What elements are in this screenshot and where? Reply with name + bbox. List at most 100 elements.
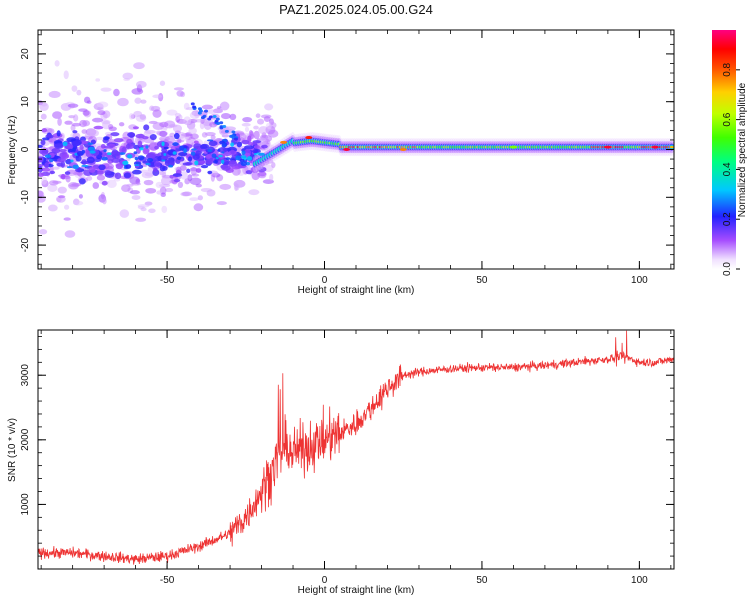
heatmap-cell xyxy=(44,154,52,158)
heatmap-cell xyxy=(145,187,157,194)
spectrogram-heatmap xyxy=(38,60,674,238)
heatmap-cell xyxy=(651,145,659,149)
heatmap-cell xyxy=(86,156,95,164)
heatmap-cell xyxy=(51,147,61,154)
heatmap-cell xyxy=(134,156,139,161)
colorbar-tick-label: 0.0 xyxy=(722,262,733,276)
heatmap-cell xyxy=(247,142,255,146)
heatmap-cell xyxy=(215,117,220,121)
heatmap-cell xyxy=(190,166,197,176)
heatmap-cell xyxy=(176,156,182,161)
heatmap-cell xyxy=(222,124,227,128)
x-tick-label: -50 xyxy=(160,575,175,586)
heatmap-cell xyxy=(118,122,125,127)
heatmap-cell xyxy=(164,159,175,167)
heatmap-cell xyxy=(236,141,243,148)
heatmap-cell xyxy=(126,154,133,159)
heatmap-cell xyxy=(161,159,166,162)
heatmap-cell xyxy=(193,203,204,212)
heatmap-cell xyxy=(42,137,50,141)
heatmap-cell xyxy=(216,201,227,206)
heatmap-cell xyxy=(142,147,150,155)
heatmap-cell xyxy=(100,87,112,92)
heatmap-cell xyxy=(40,167,51,172)
heatmap-cell xyxy=(245,170,253,175)
heatmap-cell xyxy=(200,165,209,169)
heatmap-cell xyxy=(159,165,166,172)
heatmap-cell xyxy=(64,120,73,125)
heatmap-cell xyxy=(258,171,267,177)
heatmap-cell xyxy=(159,121,169,128)
heatmap-cell xyxy=(73,114,79,122)
heatmap-cell xyxy=(604,145,612,149)
heatmap-cell xyxy=(208,140,218,147)
heatmap-cell xyxy=(87,142,94,146)
heatmap-cell xyxy=(200,116,205,120)
heatmap-cell xyxy=(76,89,82,96)
heatmap-cell xyxy=(149,105,155,111)
heatmap-cell xyxy=(219,101,230,111)
heatmap-cell xyxy=(89,150,96,154)
heatmap-cell xyxy=(221,143,227,148)
heatmap-cell xyxy=(220,112,231,120)
heatmap-cell xyxy=(71,122,82,127)
heatmap-cell xyxy=(168,164,174,168)
heatmap-cell xyxy=(251,171,260,181)
spectrogram-y-label: Frequency (Hz) xyxy=(7,116,18,185)
heatmap-cell xyxy=(253,125,259,130)
heatmap-cell xyxy=(258,126,269,135)
heatmap-cell xyxy=(132,126,139,130)
heatmap-cell xyxy=(75,155,82,162)
heatmap-cell xyxy=(103,136,110,141)
heatmap-cell xyxy=(211,153,217,158)
heatmap-cell xyxy=(271,161,276,169)
heatmap-cell xyxy=(152,109,162,118)
heatmap-cell xyxy=(177,138,182,144)
heatmap-cell xyxy=(156,190,162,195)
heatmap-cell xyxy=(253,130,260,140)
heatmap-cell xyxy=(146,152,156,159)
snr-y-label: SNR (10 * v/v) xyxy=(7,418,18,482)
heatmap-cell xyxy=(87,146,95,152)
heatmap-cell xyxy=(56,130,61,137)
heatmap-cell xyxy=(190,151,196,156)
heatmap-cell xyxy=(206,139,214,142)
heatmap-cell xyxy=(140,207,147,212)
heatmap-cell xyxy=(164,187,174,193)
heatmap-cell xyxy=(103,145,114,149)
heatmap-cell xyxy=(146,158,154,163)
heatmap-cell xyxy=(52,111,63,119)
colorbar-ticks: 0.0 0.2 0.4 0.6 0.8 xyxy=(722,62,740,276)
heatmap-cell xyxy=(93,125,104,130)
heatmap-cell xyxy=(172,124,182,133)
heatmap-cell xyxy=(224,129,229,133)
colorbar-tick-label: 0.8 xyxy=(722,62,733,76)
heatmap-cell xyxy=(78,178,86,185)
heatmap-cell xyxy=(89,129,99,137)
heatmap-cell xyxy=(134,97,142,104)
colorbar-gradient xyxy=(712,30,736,269)
heatmap-cell xyxy=(132,169,142,175)
x-tick-label: 0 xyxy=(322,575,328,586)
x-tick-label: 100 xyxy=(631,575,648,586)
heatmap-cell xyxy=(172,151,177,155)
heatmap-cell xyxy=(177,114,183,120)
heatmap-cell xyxy=(187,156,193,162)
heatmap-cell xyxy=(184,178,191,185)
heatmap-cell xyxy=(241,122,251,127)
heatmap-cell xyxy=(91,117,104,123)
heatmap-cell xyxy=(73,200,84,206)
y-tick-label: -10 xyxy=(20,190,31,205)
heatmap-cell xyxy=(257,118,265,125)
heatmap-cell xyxy=(280,140,288,144)
y-tick-label: 0 xyxy=(20,146,31,152)
heatmap-cell xyxy=(97,110,106,116)
heatmap-cell xyxy=(219,121,224,125)
snr-axes: -50 0 50 100 1000 2000 3000 xyxy=(20,330,674,586)
heatmap-cell xyxy=(106,179,117,189)
heatmap-cell xyxy=(143,179,154,186)
heatmap-cell xyxy=(267,129,279,138)
heatmap-cell xyxy=(57,117,62,126)
heatmap-cell xyxy=(133,151,138,155)
heatmap-cell xyxy=(60,173,66,180)
